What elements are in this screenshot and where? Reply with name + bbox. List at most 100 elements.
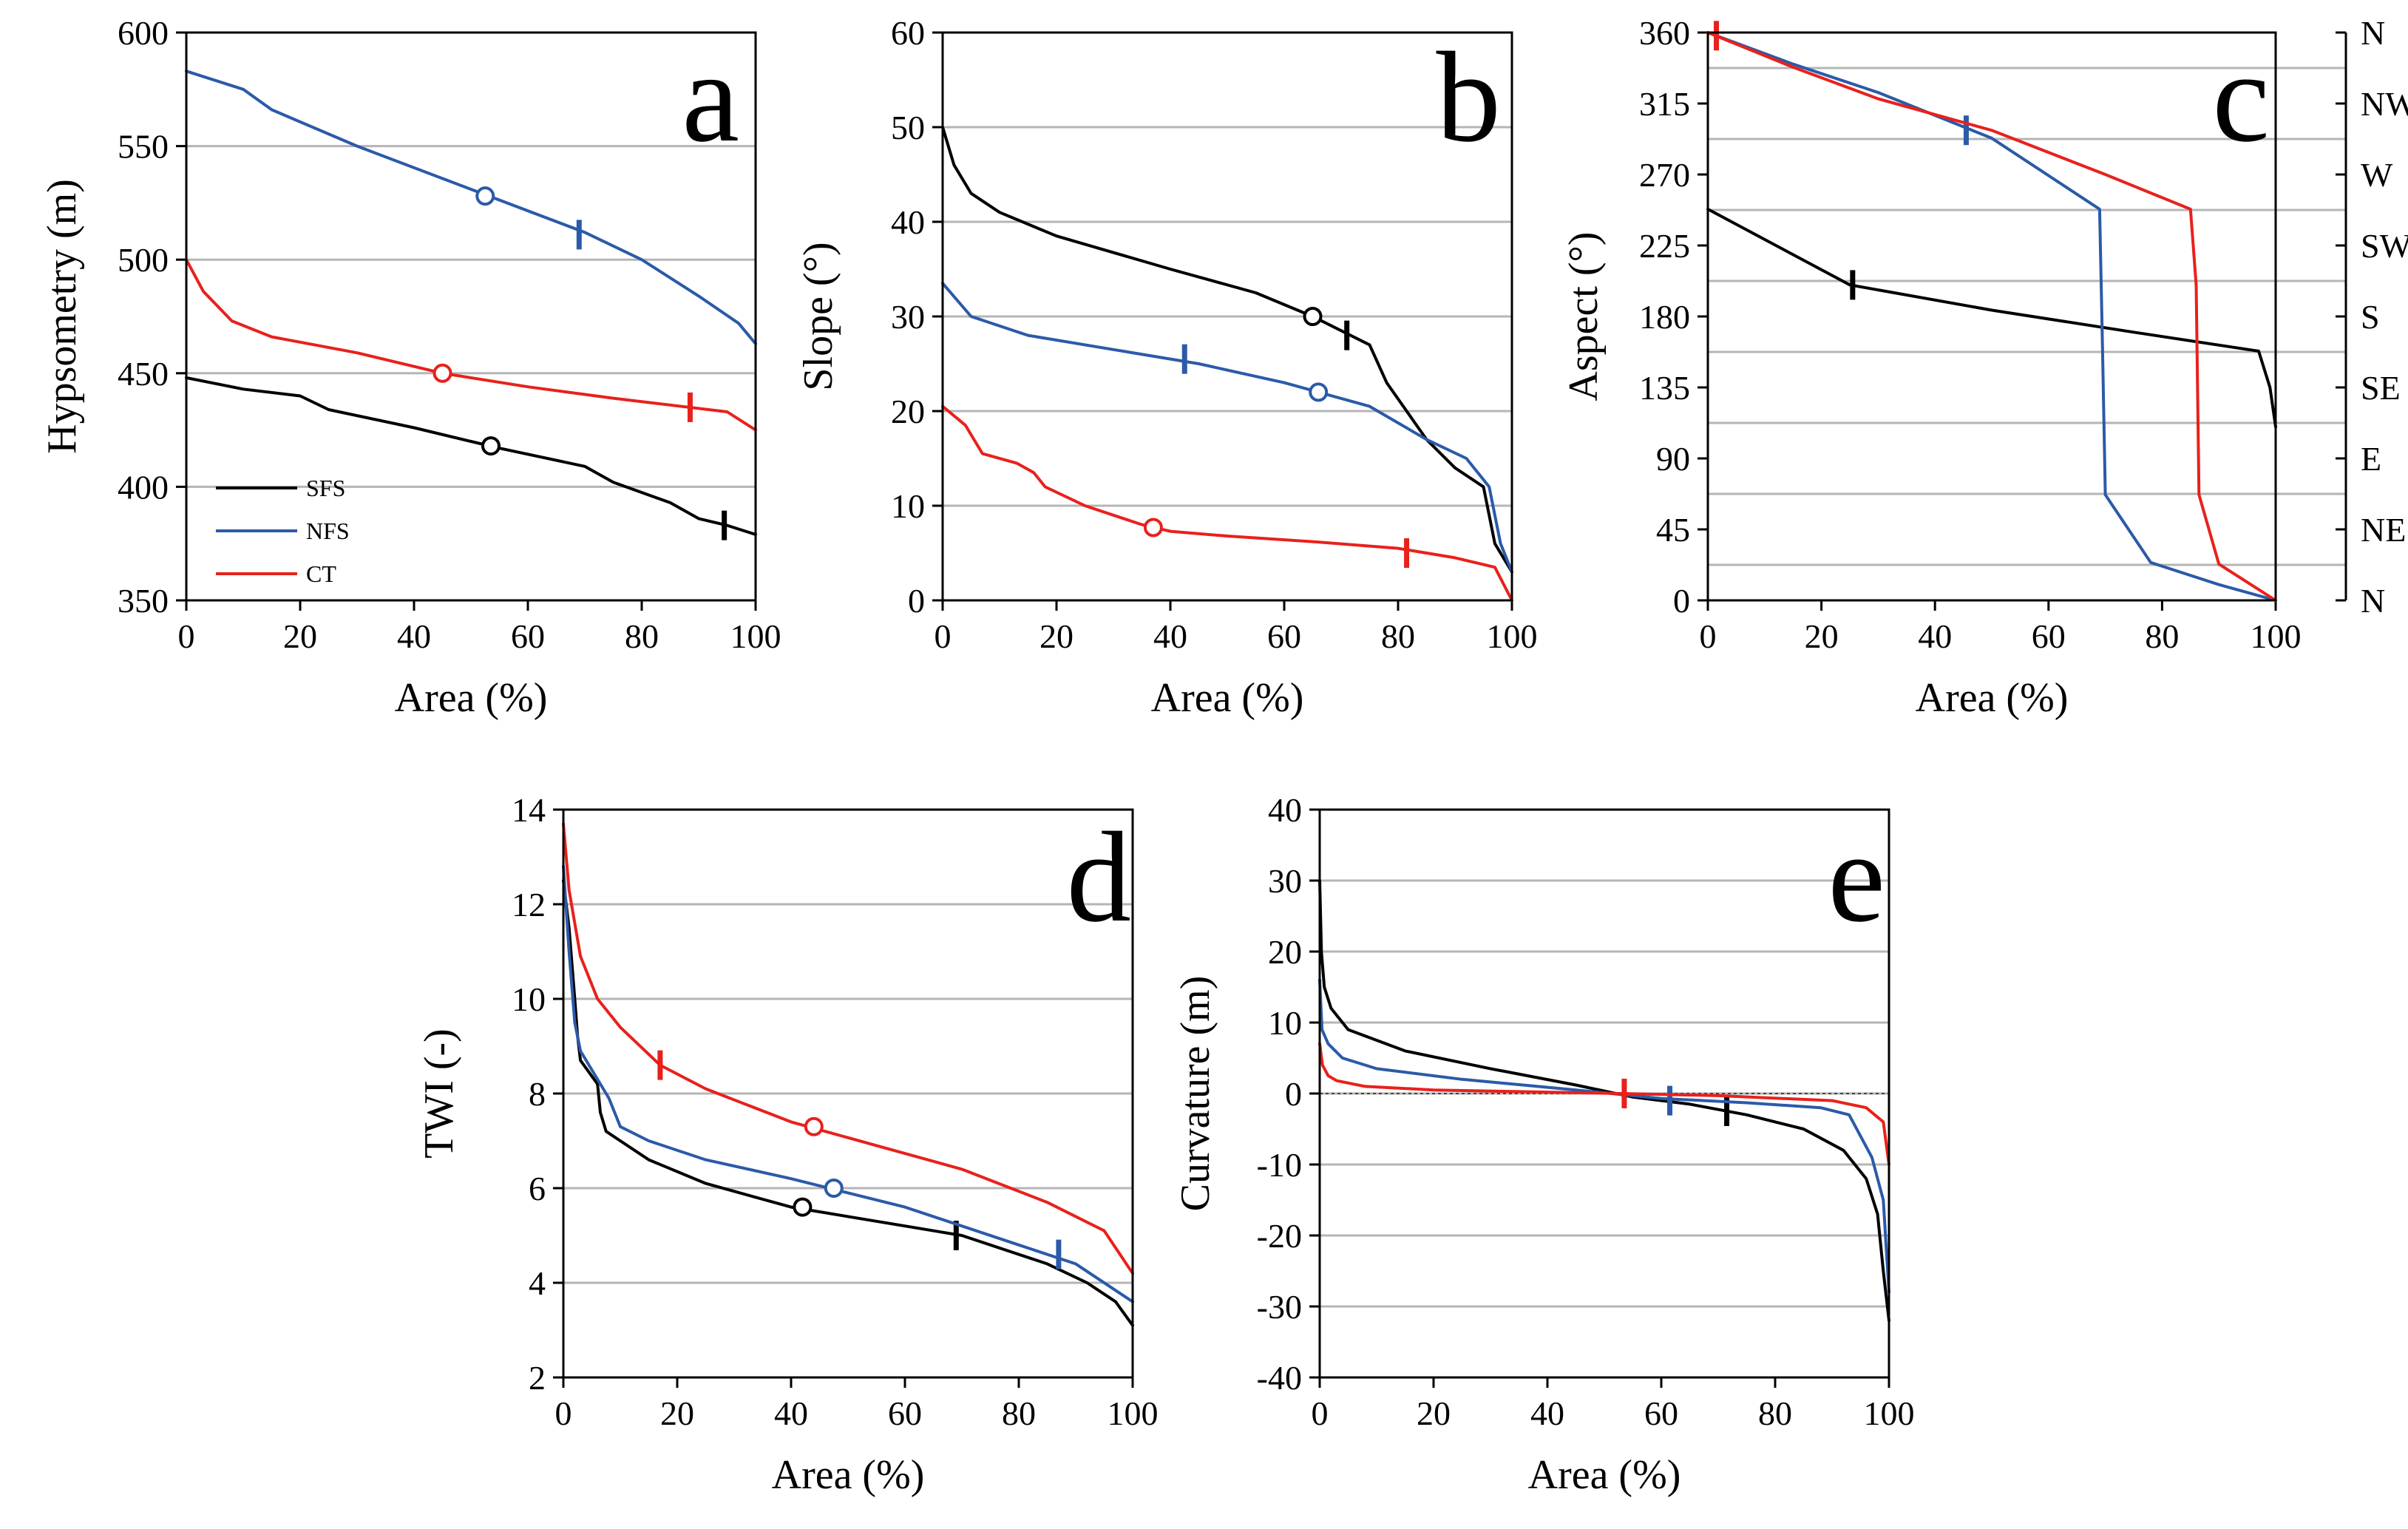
plot-frame (1706, 31, 2277, 602)
y-tick-label: 50 (891, 109, 925, 146)
legend-label-SFS: SFS (306, 475, 345, 501)
y-tick-label: 0 (1285, 1075, 1302, 1113)
x-tick-label: 40 (397, 617, 431, 655)
compass-label: N (2361, 14, 2385, 52)
series-line-CT (1318, 1042, 1890, 1166)
y-axis-label: TWI (-) (416, 1028, 462, 1159)
y-axis-label: Slope (°) (796, 242, 841, 390)
x-tick-label: 100 (1864, 1394, 1915, 1432)
compass-label: NW (2361, 85, 2408, 123)
panel-letter: c (2212, 25, 2270, 169)
plot-frame (1318, 808, 1890, 1379)
x-tick-label: 40 (774, 1394, 808, 1432)
x-tick-label: 60 (2032, 617, 2066, 655)
y-tick-label: 0 (908, 582, 925, 620)
x-tick-label: 40 (1530, 1394, 1564, 1432)
x-tick-label: 0 (178, 617, 195, 655)
panel-letter: b (1437, 25, 1502, 169)
x-tick-label: 20 (283, 617, 317, 655)
y-tick-label: 30 (891, 298, 925, 336)
y-tick-label: 40 (1268, 791, 1302, 829)
legend: SFS NFS CT (216, 475, 350, 587)
series-line-NFS (185, 70, 757, 345)
y-tick-label: 45 (1656, 511, 1690, 549)
legend-label-NFS: NFS (306, 518, 350, 544)
compass-label: SW (2361, 227, 2408, 265)
x-tick-label: 60 (888, 1394, 922, 1432)
compass-label: SE (2361, 369, 2401, 407)
median-marker-NFS (475, 186, 495, 206)
x-tick-label: 0 (555, 1394, 572, 1432)
series-line-CT (941, 404, 1513, 602)
x-tick-label: 80 (1002, 1394, 1036, 1432)
y-tick-label: -40 (1257, 1359, 1302, 1397)
panel-a: 350 400 450 500 550 600 0 20 40 60 80 100 Area (%) Hy… (39, 14, 781, 721)
y-tick-label: 8 (529, 1075, 546, 1113)
y-tick-label: 350 (118, 582, 169, 620)
series-line-NFS (1318, 978, 1890, 1294)
panel-e: -40 -30 -20 -10 0 10 20 30 40 0 20 40 60 80 100 Area (%… (1173, 791, 1915, 1498)
x-tick-label: 60 (1644, 1394, 1678, 1432)
x-tick-label: 100 (2251, 617, 2302, 655)
y-tick-label: 10 (1268, 1004, 1302, 1042)
median-marker-NFS (824, 1179, 844, 1198)
x-tick-label: 100 (1487, 617, 1538, 655)
x-tick-label: 100 (730, 617, 781, 655)
y-tick-label: 400 (118, 468, 169, 506)
x-tick-label: 20 (1039, 617, 1074, 655)
x-axis-label: Area (%) (395, 675, 548, 721)
y-tick-label: 550 (118, 128, 169, 166)
x-tick-label: 20 (660, 1394, 694, 1432)
y-tick-label: 40 (891, 203, 925, 241)
x-tick-label: 0 (1312, 1394, 1329, 1432)
x-axis-label: Area (%) (1916, 675, 2069, 721)
y-tick-label: 90 (1656, 440, 1690, 478)
median-marker-NFS (1309, 382, 1329, 402)
panel-c: 0 45 90 135 180 225 270 315 360 0 20 40 60 80 100 Area … (1561, 14, 2408, 721)
x-tick-label: 80 (1758, 1394, 1792, 1432)
plot-frame (185, 31, 757, 602)
y-tick-label: 600 (118, 14, 169, 52)
series-line-SFS (1706, 207, 2277, 429)
x-axis-label: Area (%) (1151, 675, 1304, 721)
x-tick-label: 80 (625, 617, 659, 655)
panel-letter: a (682, 25, 739, 169)
x-tick-label: 60 (1267, 617, 1301, 655)
y-tick-label: 4 (529, 1264, 546, 1302)
median-marker-SFS (793, 1197, 813, 1217)
series-line-NFS (941, 282, 1513, 574)
y-tick-label: 10 (891, 487, 925, 525)
median-marker-SFS (481, 436, 501, 456)
median-marker-CT (804, 1116, 824, 1136)
panel-b: 0 10 20 30 40 50 60 0 20 40 60 80 100 Area (%) Slope (… (796, 14, 1538, 721)
series-line-CT (562, 822, 1134, 1275)
y-tick-label: -10 (1257, 1146, 1302, 1184)
y-tick-label: 315 (1639, 85, 1690, 123)
y-tick-label: -30 (1257, 1288, 1302, 1326)
y-tick-label: 270 (1639, 156, 1690, 194)
series-line-NFS (562, 864, 1134, 1303)
x-tick-label: 60 (511, 617, 545, 655)
series-line-CT (185, 258, 757, 432)
y-tick-label: 60 (891, 14, 925, 52)
series-line-CT (1706, 31, 2277, 602)
x-tick-label: 0 (1700, 617, 1717, 655)
panel-letter: e (1828, 805, 1885, 949)
x-axis-label: Area (%) (1528, 1452, 1681, 1498)
x-tick-label: 0 (935, 617, 952, 655)
panel-d: 2 4 6 8 10 12 14 0 20 40 60 80 100 Area (%) TWI (-) d (416, 791, 1159, 1498)
compass-label: NE (2361, 511, 2406, 549)
y-tick-label: 6 (529, 1170, 546, 1207)
y-tick-label: 20 (891, 393, 925, 430)
series-line-SFS (185, 376, 757, 536)
x-tick-label: 20 (1805, 617, 1839, 655)
series-line-NFS (1706, 31, 2277, 602)
y-tick-label: 12 (512, 886, 546, 923)
x-tick-label: 100 (1108, 1394, 1159, 1432)
x-axis-label: Area (%) (772, 1452, 925, 1498)
y-tick-label: 180 (1639, 298, 1690, 336)
x-tick-label: 20 (1417, 1394, 1451, 1432)
y-tick-label: 450 (118, 355, 169, 393)
median-marker-CT (1143, 518, 1163, 538)
